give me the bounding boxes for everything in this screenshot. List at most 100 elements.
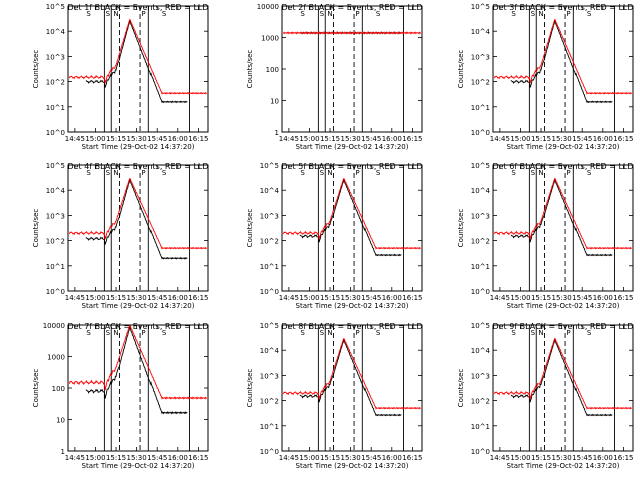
y-tick-label: 10^0	[260, 448, 279, 456]
y-tick-label: 10^4	[260, 347, 280, 355]
marker-letter: S	[320, 10, 325, 18]
panel-title: Det 5f BLACK = Events, RED = LLD	[281, 162, 422, 171]
x-tick-label: 15:15	[320, 454, 340, 462]
x-tick-label: 16:00	[593, 454, 613, 462]
marker-letter: S	[162, 329, 167, 337]
x-tick-label: 15:45	[361, 135, 381, 143]
panel-det-4: Det 4f BLACK = Events, RED = LLD 10^0 10^1…	[32, 162, 209, 310]
x-tick-label: 16:15	[188, 294, 208, 302]
marker-letter: P	[566, 10, 570, 18]
x-tick-label: 15:45	[572, 454, 592, 462]
y-axis-label: Counts/sec	[457, 50, 465, 89]
x-tick-label: 15:00	[299, 454, 319, 462]
plot-frame	[492, 5, 634, 133]
lld-series-line	[493, 177, 632, 250]
y-tick-label: 100	[266, 66, 279, 74]
x-axis-label: Start Time (29-Oct-02 14:37:20)	[507, 302, 620, 310]
y-tick-label: 10^2	[260, 238, 279, 246]
y-tick-label: 10^0	[46, 129, 65, 137]
x-tick-label: 15:15	[531, 294, 551, 302]
y-tick-label: 10^0	[471, 448, 490, 456]
y-axis-label: Counts/sec	[457, 209, 465, 248]
x-axis-label: Start Time (29-Oct-02 14:37:20)	[296, 143, 409, 151]
y-tick-label: 10^4	[471, 28, 491, 36]
y-tick-label: 10^1	[260, 423, 279, 431]
x-tick-label: 15:30	[341, 135, 361, 143]
x-tick-label: 15:45	[361, 454, 381, 462]
x-tick-label: 15:30	[552, 294, 572, 302]
x-tick-label: 15:30	[341, 454, 361, 462]
panel-title: Det 8f BLACK = Events, RED = LLD	[281, 322, 422, 331]
plot-frame	[67, 164, 209, 292]
marker-letter: S	[300, 10, 305, 18]
y-axis-label: Counts/sec	[32, 209, 40, 248]
x-tick-label: 15:30	[127, 454, 147, 462]
y-tick-label: 10^5	[471, 3, 490, 11]
y-tick-label: 10^1	[46, 263, 65, 271]
y-tick-label: 10^2	[471, 398, 490, 406]
panel-title: Det 7f BLACK = Events, RED = LLD	[67, 322, 208, 331]
x-tick-label: 14:45	[65, 135, 85, 143]
y-tick-label: 10000	[43, 322, 65, 330]
x-tick-label: 15:15	[531, 135, 551, 143]
y-tick-label: 10^5	[260, 322, 279, 330]
x-tick-label: 15:15	[320, 135, 340, 143]
x-tick-label: 15:30	[127, 294, 147, 302]
marker-letter: S	[511, 10, 516, 18]
x-tick-label: 15:30	[127, 135, 147, 143]
lld-series-line	[68, 324, 207, 400]
y-tick-label: 10^2	[260, 398, 279, 406]
x-tick-label: 15:45	[572, 294, 592, 302]
marker-letter: S	[376, 169, 381, 177]
marker-letter: P	[355, 10, 359, 18]
y-axis-label: Counts/sec	[246, 50, 254, 89]
events-series-line	[299, 338, 402, 417]
events-series-line	[85, 178, 188, 260]
panel-title: Det 9f BLACK = Events, RED = LLD	[492, 322, 633, 331]
marker-letter: S	[531, 10, 536, 18]
y-tick-label: 10	[270, 98, 279, 106]
marker-letter: P	[566, 169, 570, 177]
y-tick-label: 10	[56, 417, 65, 425]
marker-letter: S	[106, 169, 111, 177]
events-series-line	[510, 338, 613, 417]
x-tick-label: 16:15	[402, 294, 422, 302]
marker-letter: S	[106, 329, 111, 337]
x-tick-label: 15:45	[147, 294, 167, 302]
y-axis-label: Counts/sec	[32, 369, 40, 408]
marker-letter: S	[86, 10, 91, 18]
events-series-line	[510, 178, 613, 257]
x-tick-label: 15:00	[510, 135, 530, 143]
lld-series-line	[493, 337, 632, 410]
y-axis-label: Counts/sec	[457, 369, 465, 408]
y-axis-label: Counts/sec	[246, 209, 254, 248]
events-series-line	[85, 19, 188, 104]
y-tick-label: 10^5	[471, 322, 490, 330]
plot-frame	[281, 164, 423, 292]
y-tick-label: 10^3	[46, 212, 65, 220]
x-tick-label: 15:15	[531, 454, 551, 462]
x-tick-label: 14:45	[279, 135, 299, 143]
x-tick-label: 16:00	[382, 294, 402, 302]
marker-letter: N	[113, 329, 118, 337]
panel-det-6: Det 6f BLACK = Events, RED = LLD 10^0 10^1…	[457, 162, 634, 310]
x-axis-label: Start Time (29-Oct-02 14:37:20)	[296, 462, 409, 470]
x-axis-label: Start Time (29-Oct-02 14:37:20)	[82, 143, 195, 151]
y-tick-label: 10^5	[46, 162, 65, 170]
marker-letter: S	[162, 10, 167, 18]
y-tick-label: 10^3	[260, 372, 279, 380]
y-tick-label: 1000	[261, 35, 279, 43]
events-series-line	[299, 178, 402, 257]
panel-title: Det 1f BLACK = Events, RED = LLD	[67, 3, 208, 12]
y-tick-label: 100	[52, 385, 65, 393]
x-tick-label: 15:00	[510, 294, 530, 302]
y-tick-label: 10^1	[260, 263, 279, 271]
marker-letter: S	[587, 10, 592, 18]
panel-title: Det 3f BLACK = Events, RED = LLD	[492, 3, 633, 12]
marker-letter: S	[86, 329, 91, 337]
y-tick-label: 10^2	[46, 238, 65, 246]
y-tick-label: 10^1	[471, 423, 490, 431]
x-tick-label: 16:15	[613, 294, 633, 302]
y-tick-label: 10^3	[471, 53, 490, 61]
